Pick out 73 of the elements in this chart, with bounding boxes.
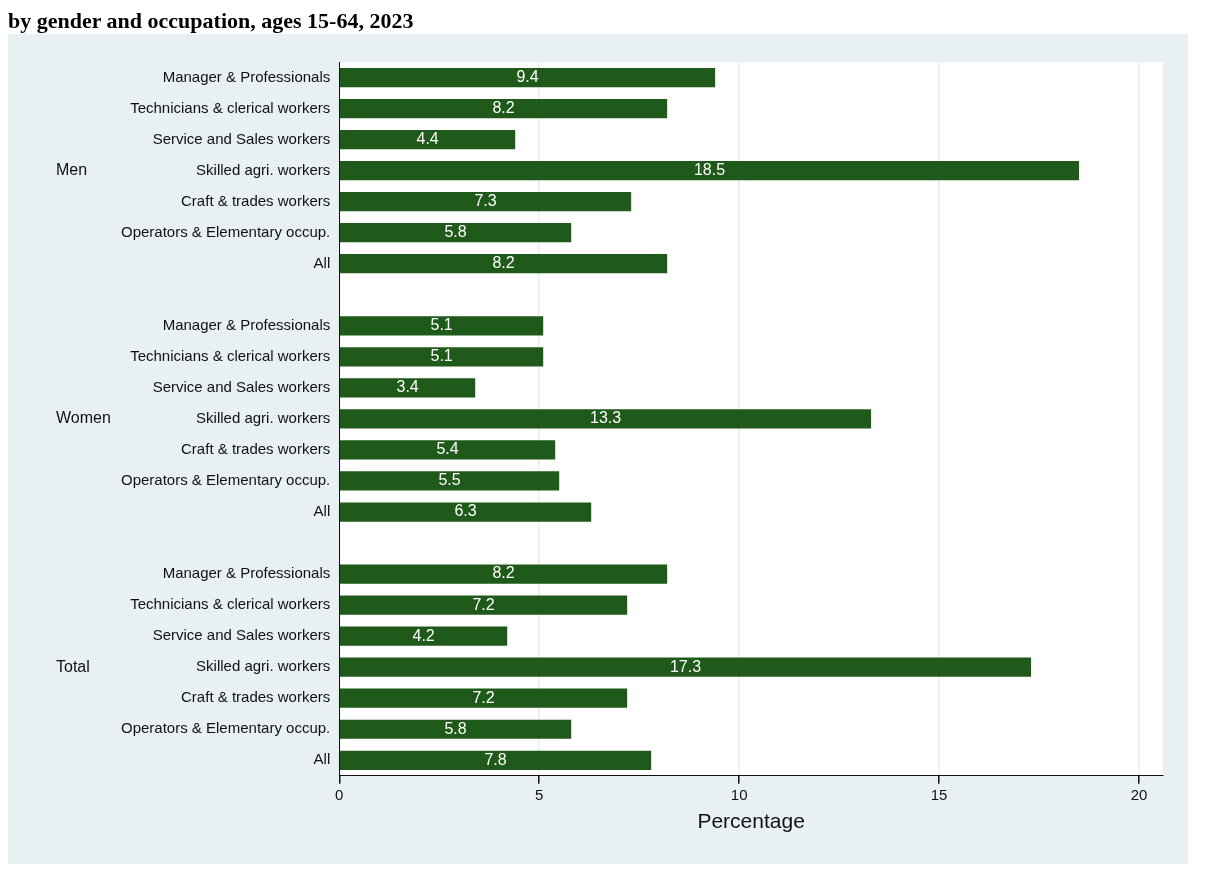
y-tick-label: Manager & Professionals <box>162 67 331 85</box>
bar <box>340 657 1032 677</box>
bar <box>340 471 560 491</box>
text: Total <box>56 657 90 675</box>
bar <box>340 378 476 398</box>
data-label: 6.3 <box>454 502 477 520</box>
data-label: 5.5 <box>438 471 461 489</box>
y-tick-label: Skilled agri. workers <box>196 409 331 427</box>
x-axis-title: Percentage <box>697 809 805 833</box>
text: Men <box>56 161 88 179</box>
bar <box>340 750 652 770</box>
y-tick-label: All <box>313 502 331 520</box>
data-label: 5.8 <box>444 223 467 241</box>
bar <box>340 440 556 460</box>
y-tick-label: Skilled agri. workers <box>196 160 331 178</box>
bar <box>340 161 1080 181</box>
data-label: 7.3 <box>474 192 497 210</box>
bar <box>340 98 668 119</box>
y-tick-label: Service and Sales workers <box>152 626 331 644</box>
bar <box>340 316 544 336</box>
data-label: 18.5 <box>693 161 726 179</box>
chart-title: by gender and occupation, ages 15-64, 2023 <box>8 8 415 34</box>
y-tick-label: Operators & Elementary occup. <box>120 719 331 737</box>
y-tick-label: Operators & Elementary occup. <box>120 471 331 489</box>
y-tick-label: Manager & Professionals <box>162 564 331 582</box>
x-tick-label: 0 <box>335 785 344 803</box>
bar <box>340 595 628 615</box>
bar <box>340 129 516 150</box>
y-tick-label: All <box>313 750 331 768</box>
bar <box>340 719 572 739</box>
y-tick-label: Service and Sales workers <box>152 378 331 396</box>
data-label: 4.2 <box>412 626 435 644</box>
data-label: 9.4 <box>516 67 539 85</box>
x-tick-label: 10 <box>730 785 748 803</box>
y-tick-label: Craft & trades workers <box>181 191 331 209</box>
data-label: 8.2 <box>492 564 515 582</box>
y-tick-label: Manager & Professionals <box>162 315 331 333</box>
bar <box>340 223 572 243</box>
bar <box>340 192 632 212</box>
data-label: 5.8 <box>444 719 467 737</box>
x-tick-label: 20 <box>1130 785 1148 803</box>
data-label: 4.4 <box>416 129 439 147</box>
y-tick-label: Operators & Elementary occup. <box>120 222 331 240</box>
data-label: 5.1 <box>430 316 453 334</box>
data-label: 5.4 <box>436 440 459 458</box>
y-tick-label: Technicians & clerical workers <box>130 346 331 364</box>
y-tick-label: Craft & trades workers <box>181 440 331 458</box>
y-tick-label: Technicians & clerical workers <box>130 98 331 116</box>
y-tick-label: Service and Sales workers <box>152 129 331 147</box>
bar <box>340 409 872 429</box>
data-label: 17.3 <box>669 657 702 675</box>
text: Women <box>56 409 111 427</box>
x-tick-label: 15 <box>930 785 948 803</box>
data-label: 8.2 <box>492 98 515 116</box>
data-label: 3.4 <box>396 378 419 396</box>
data-label: 7.8 <box>484 750 507 768</box>
bar <box>340 564 668 584</box>
bar <box>340 67 716 88</box>
y-tick-label: Craft & trades workers <box>181 688 331 706</box>
y-tick-label: Technicians & clerical workers <box>130 595 331 613</box>
data-label: 7.2 <box>472 688 495 706</box>
bar <box>340 502 592 522</box>
y-tick-label: Skilled agri. workers <box>196 657 331 675</box>
data-label: 5.1 <box>430 347 453 365</box>
bar <box>340 626 508 646</box>
bar <box>340 347 544 367</box>
bar <box>340 688 628 708</box>
x-tick-label: 5 <box>535 785 544 803</box>
data-label: 13.3 <box>589 409 622 427</box>
data-label: 8.2 <box>492 254 515 272</box>
y-tick-label: All <box>313 253 331 271</box>
bar <box>340 254 668 274</box>
data-label: 7.2 <box>472 595 495 613</box>
